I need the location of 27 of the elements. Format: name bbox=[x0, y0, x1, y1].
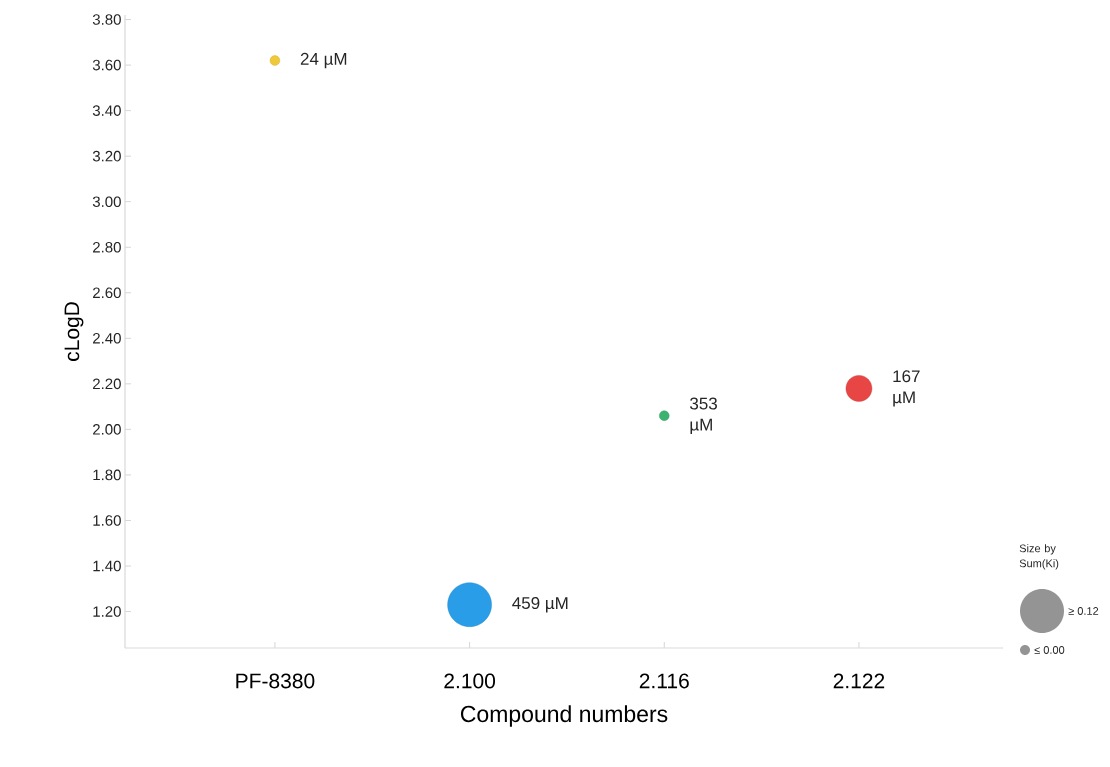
x-tick-label: 2.100 bbox=[444, 673, 496, 689]
x-tick-label: PF-8380 bbox=[236, 673, 315, 689]
y-tick-label: 2.60 bbox=[93, 287, 121, 299]
y-tick-label: 3.00 bbox=[92, 196, 121, 207]
legend-title: Size by Sum(Ki) bbox=[1019, 544, 1059, 570]
y-tick-label: 2.40 bbox=[93, 333, 121, 344]
x-tick-label: 2.116 bbox=[639, 673, 689, 689]
text: ≤ 0.00 bbox=[1034, 646, 1065, 654]
text: ≥ 0.12 bbox=[1068, 607, 1099, 615]
y-tick-label: 1.80 bbox=[93, 469, 121, 481]
annotation: 353 µM bbox=[690, 397, 717, 434]
annotation: 167 µM bbox=[893, 370, 920, 407]
y-tick-label: 3.80 bbox=[92, 14, 121, 25]
y-tick-label: 2.00 bbox=[93, 424, 121, 435]
y-tick-label: 3.60 bbox=[92, 59, 121, 71]
y-tick-label: 2.80 bbox=[93, 241, 121, 253]
annotation: 24 µM bbox=[300, 52, 347, 69]
x-axis-title: Compound numbers bbox=[460, 705, 668, 727]
annotation: 459 µM bbox=[512, 597, 568, 613]
y-tick-label: 1.60 bbox=[93, 515, 121, 526]
y-axis-title: cLogD bbox=[64, 302, 84, 361]
y-tick-label: 3.20 bbox=[92, 150, 121, 162]
y-tick-label: 3.40 bbox=[92, 105, 121, 116]
y-tick-label: 1.40 bbox=[93, 560, 121, 572]
x-tick-label: 2.122 bbox=[833, 673, 885, 689]
y-tick-label: 1.20 bbox=[93, 606, 121, 617]
y-tick-label: 2.20 bbox=[93, 378, 121, 390]
